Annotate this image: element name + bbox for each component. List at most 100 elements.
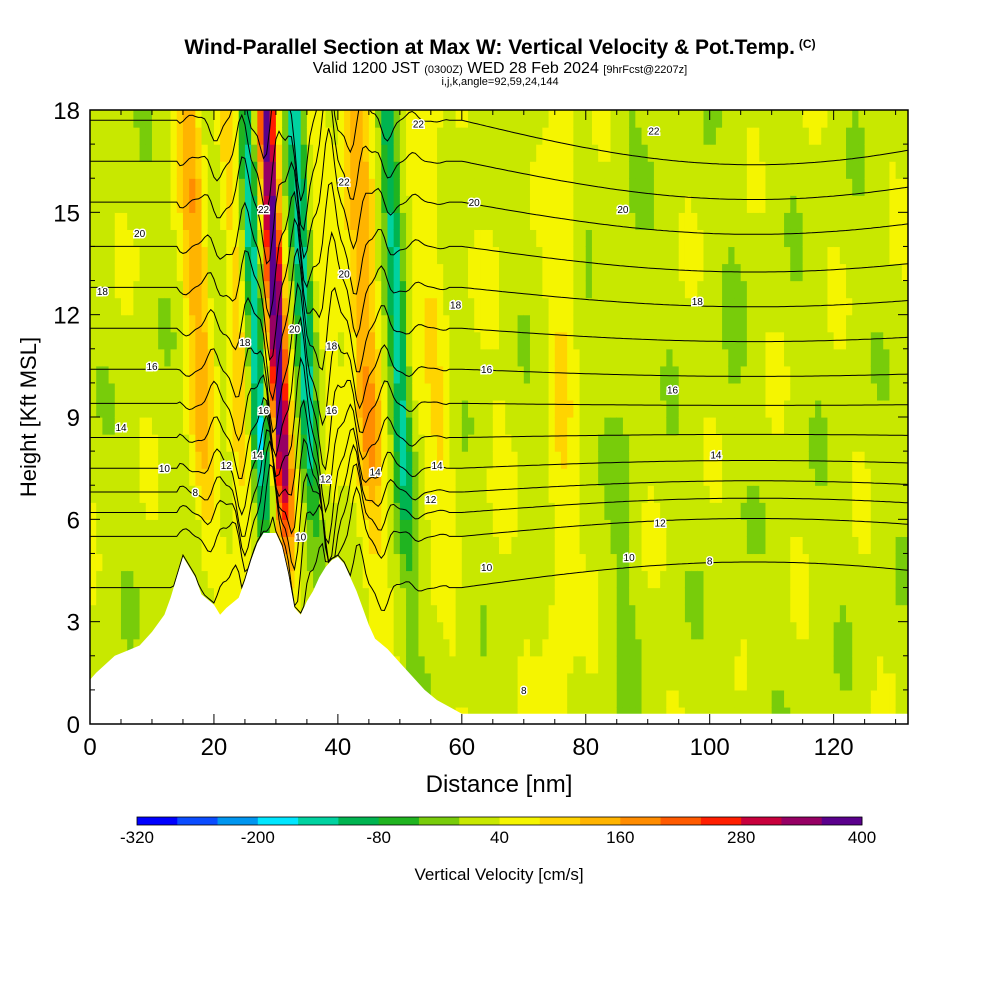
heat-cell [511,178,519,196]
heat-cell [678,399,686,418]
heat-cell [784,246,791,265]
heat-cell [765,110,773,128]
heat-cell [120,212,128,230]
contour-label: 10 [481,563,493,574]
heat-cell [715,519,723,537]
heat-cell [201,127,209,145]
heat-cell [771,246,779,265]
heat-cell [189,331,196,350]
heat-cell [746,161,754,179]
heat-cell [833,365,841,384]
heat-cell [585,331,593,350]
heat-cell [647,536,655,555]
heat-cell [220,127,227,145]
title-text: Wind-Parallel Section at Max W: Vertical… [184,36,795,59]
heat-cell [313,314,320,333]
heat-cell [282,127,289,145]
heat-cell [294,246,302,265]
heat-cell [647,212,655,230]
heat-cell [715,485,723,503]
heat-cell [424,246,432,265]
heat-cell [684,536,692,555]
heat-cell [796,229,804,248]
heat-cell [393,127,401,145]
heat-cell [238,434,246,452]
heat-cell [337,314,345,333]
heat-cell [839,621,847,640]
heat-cell [164,399,172,418]
heat-cell [368,587,376,606]
heat-cell [300,127,308,145]
heat-cell [808,519,816,537]
heat-cell [251,502,258,520]
heat-cell [889,553,897,572]
heat-cell [610,246,618,265]
heat-cell [356,314,364,333]
heat-cell [120,161,128,179]
heat-cell [102,604,110,623]
heat-cell [827,263,835,282]
heat-cell [257,365,265,384]
heat-cell [145,195,153,213]
heat-cell [870,348,878,367]
heat-cell [709,604,717,623]
heat-cell [145,263,153,282]
heat-cell [591,468,599,486]
heat-cell [833,399,841,418]
heat-cell [393,161,401,179]
heat-cell [523,417,531,435]
heat-cell [170,365,178,384]
heat-cell [548,553,556,572]
heat-cell [430,348,438,367]
heat-cell [560,587,568,606]
heat-cell [616,451,624,469]
heat-cell [424,468,432,486]
heat-cell [722,161,729,179]
heat-cell [437,655,444,674]
heat-cell [480,519,488,537]
heat-cell [90,587,97,606]
heat-cell [678,672,686,691]
heat-cell [108,110,116,128]
heat-cell [362,127,370,145]
heat-cell [660,553,667,572]
heat-cell [771,110,779,128]
heat-cell [579,417,587,435]
chart-title: Wind-Parallel Section at Max W: Vertical… [0,36,1000,60]
heat-cell [616,212,624,230]
heat-cell [306,399,314,418]
contour-label: 20 [617,205,629,216]
heat-cell [585,672,593,691]
heat-cell [344,417,351,435]
heat-cell [412,178,420,196]
heat-cell [678,314,686,333]
heat-cell [499,110,506,128]
heat-cell [709,229,717,248]
heat-cell [213,570,221,589]
heat-cell [647,655,655,674]
heat-cell [678,655,686,674]
heat-cell [852,297,860,316]
heat-cell [591,451,599,469]
heat-cell [808,434,816,452]
heat-cell [207,502,215,520]
heat-cell [728,314,736,333]
heat-cell [170,434,178,452]
heat-cell [207,331,215,350]
heat-cell [90,246,97,265]
heat-cell [852,382,860,401]
heat-cell [430,331,438,350]
heat-cell [678,417,686,435]
heat-cell [313,110,320,128]
heat-cell [406,638,413,657]
heat-cell [96,502,103,520]
theta-contour-line [90,463,908,608]
heat-cell [598,519,605,537]
heat-cell [313,246,320,265]
heat-cell [368,553,376,572]
heat-cell [387,212,395,230]
heat-cell [139,246,147,265]
heat-cell [499,689,506,708]
heat-cell [418,331,426,350]
heat-cell [288,178,296,196]
